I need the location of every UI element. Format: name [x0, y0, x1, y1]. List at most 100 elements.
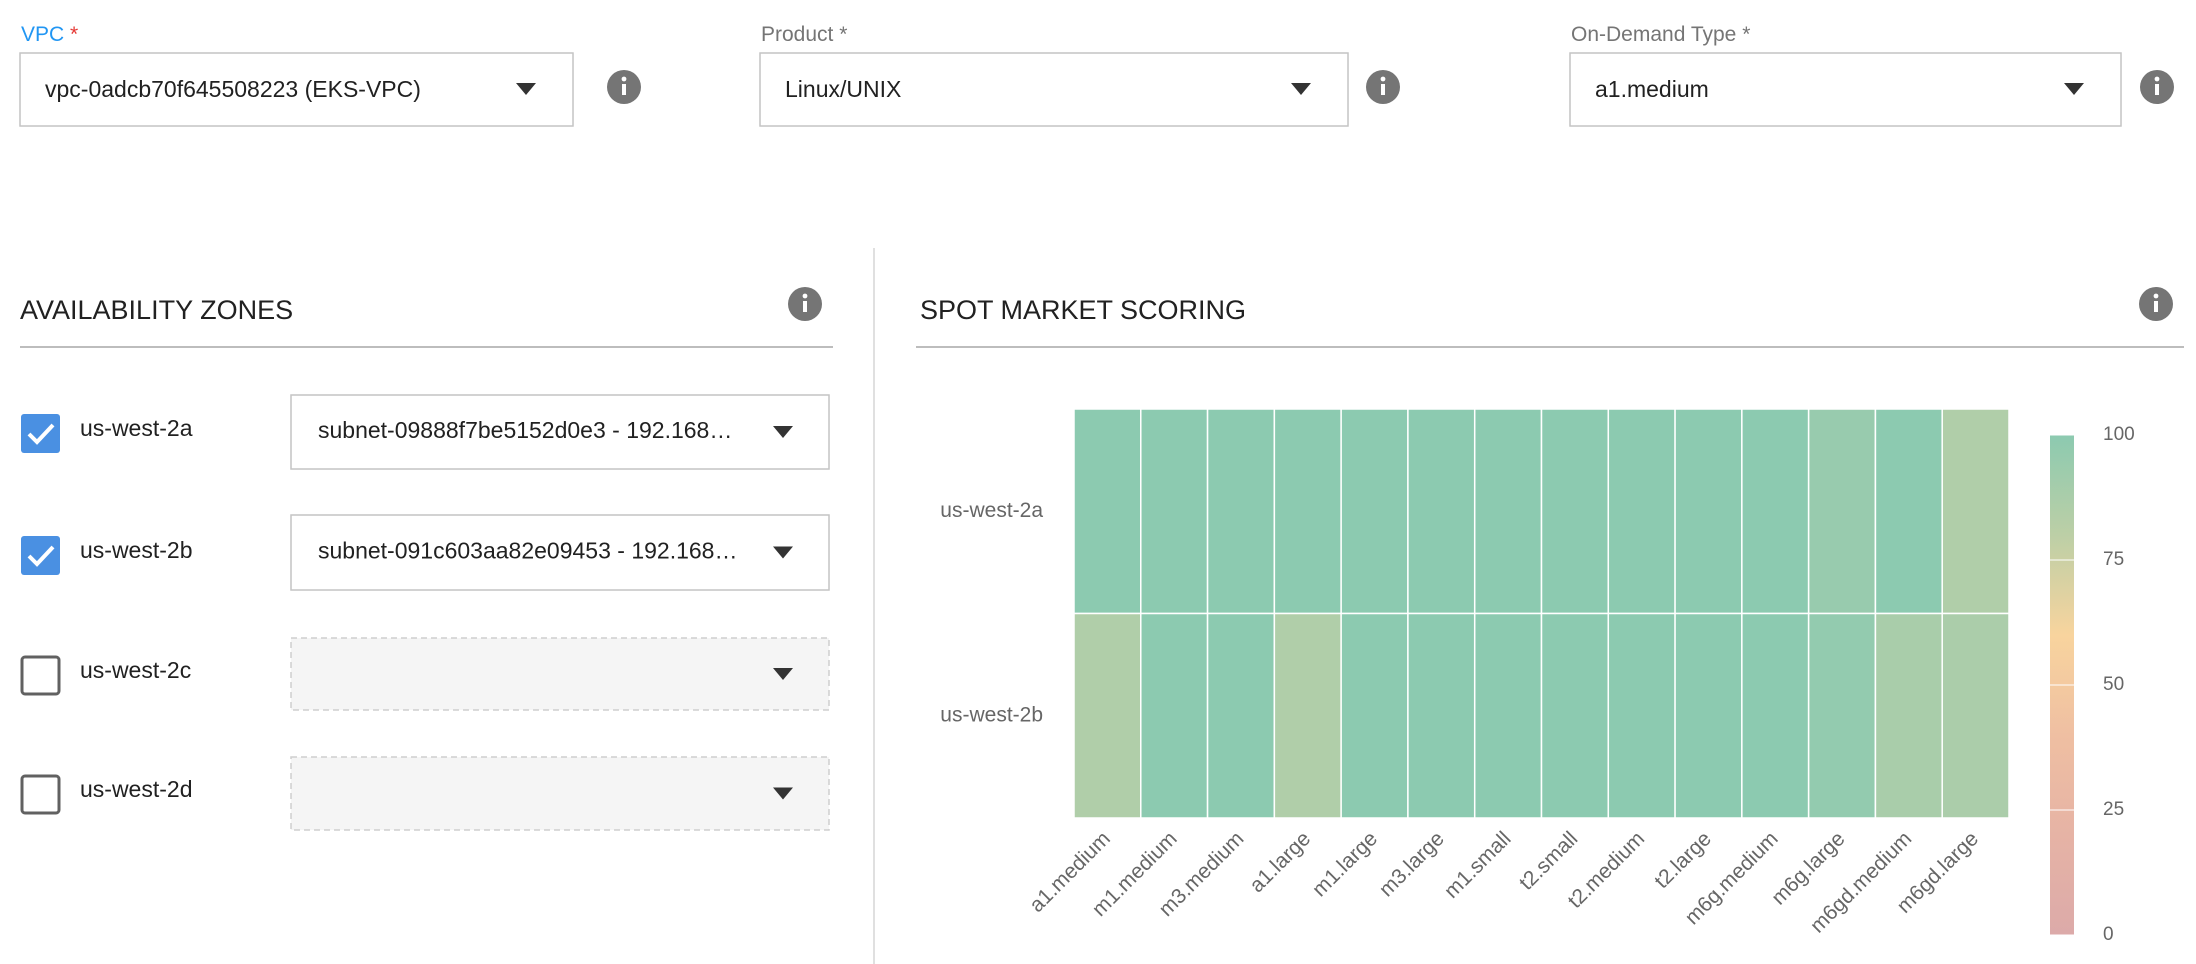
- select-box-disabled: [290, 756, 830, 831]
- section-title: SPOT MARKET SCORING: [920, 295, 1246, 325]
- select-box: [290, 394, 830, 470]
- required-mark: *: [1742, 23, 1750, 46]
- heat-cell: [1741, 408, 1810, 615]
- select-value: a1.medium: [1595, 76, 1709, 102]
- heat-cell: [1674, 408, 1743, 615]
- heat-cell: [1941, 408, 2010, 615]
- checkbox-box: [20, 774, 61, 815]
- x-tick-label: t2.small: [1515, 827, 1582, 894]
- x-tick-label: m1.large: [1308, 827, 1382, 901]
- heat-cell: [1607, 408, 1676, 615]
- colorbar-tick-label: 0: [2103, 924, 2114, 945]
- heat-cell: [1407, 408, 1476, 615]
- heat-cell: [1073, 612, 1142, 819]
- colorbar-tick-label: 25: [2103, 799, 2124, 820]
- heat-cell: [1807, 612, 1877, 819]
- dropdown-arrow: [773, 426, 793, 438]
- x-tick-label: m3.large: [1375, 827, 1449, 901]
- checkmark: [27, 545, 55, 567]
- checkmark: [27, 423, 55, 445]
- info-stem: [2154, 301, 2158, 312]
- heat-cell: [1473, 612, 1543, 819]
- info-icon[interactable]: [2140, 70, 2174, 104]
- heat-cell: [1607, 612, 1676, 819]
- info-icon[interactable]: [2139, 287, 2173, 321]
- checkbox[interactable]: [20, 655, 61, 696]
- heat-cell: [1340, 408, 1409, 615]
- label-text: Product: [761, 23, 834, 46]
- heat-cell: [1674, 612, 1743, 819]
- required-mark: *: [839, 23, 847, 46]
- checkbox[interactable]: [21, 414, 60, 453]
- info-dot: [2154, 76, 2160, 82]
- checkbox-box: [21, 536, 60, 575]
- field-label: On-Demand Type *: [1571, 23, 1750, 46]
- heat-cell: [1140, 408, 1209, 615]
- field-label: VPC *: [21, 23, 78, 46]
- select-box: [1569, 52, 2122, 127]
- y-tick-label: us-west-2a: [940, 499, 1043, 522]
- zone-name: us-west-2b: [80, 537, 192, 563]
- info-dot: [802, 293, 808, 299]
- select[interactable]: vpc-0adcb70f645508223 (EKS-VPC): [19, 52, 574, 127]
- info-dot: [1380, 76, 1386, 82]
- select[interactable]: Linux/UNIX: [759, 52, 1349, 127]
- y-tick-label: us-west-2b: [940, 703, 1043, 726]
- select-box: [759, 52, 1349, 127]
- checkbox[interactable]: [21, 536, 60, 575]
- info-dot: [621, 76, 627, 82]
- heat-cell: [1140, 612, 1209, 819]
- select[interactable]: a1.medium: [1569, 52, 2122, 127]
- dropdown-arrow: [1291, 83, 1311, 95]
- info-stem: [1381, 84, 1385, 95]
- zone-name: us-west-2d: [80, 776, 192, 802]
- field-label: Product *: [761, 23, 847, 46]
- info-icon[interactable]: [788, 287, 822, 321]
- heat-cell: [1741, 612, 1810, 819]
- dropdown-arrow: [773, 546, 793, 559]
- info-dot: [2153, 293, 2159, 299]
- checkbox-box: [20, 655, 61, 696]
- heat-cell: [1941, 612, 2010, 819]
- select-value: Linux/UNIX: [785, 76, 901, 102]
- dropdown-arrow: [773, 787, 793, 800]
- heat-cell: [1874, 612, 1943, 819]
- heat-cell: [1206, 612, 1276, 819]
- colorbar-tick-label: 50: [2103, 674, 2124, 695]
- select-value: subnet-091c603aa82e09453 - 192.168…: [318, 538, 737, 564]
- heat-cell: [1073, 408, 1142, 615]
- heat-cell: [1540, 408, 1610, 615]
- heat-cell: [1273, 612, 1342, 819]
- label-text: On-Demand Type: [1571, 23, 1736, 46]
- heat-cell: [1473, 408, 1543, 615]
- subnet-select: [290, 756, 830, 831]
- checkbox[interactable]: [20, 774, 61, 815]
- info-icon[interactable]: [607, 70, 641, 104]
- info-stem: [803, 301, 807, 312]
- x-tick-label: m1.small: [1440, 827, 1516, 903]
- subnet-select[interactable]: subnet-091c603aa82e09453 - 192.168…: [290, 514, 830, 591]
- zone-name: us-west-2c: [80, 657, 191, 683]
- heat-cell: [1340, 612, 1409, 819]
- zone-name: us-west-2a: [80, 415, 193, 441]
- x-tick-label: a1.large: [1245, 827, 1315, 897]
- dropdown-arrow: [773, 668, 793, 680]
- dropdown-arrow: [2064, 83, 2084, 95]
- info-stem: [622, 84, 626, 95]
- x-tick-label: t2.large: [1650, 827, 1716, 893]
- checkbox-box: [21, 414, 60, 453]
- select-value: subnet-09888f7be5152d0e3 - 192.168…: [318, 417, 732, 443]
- heat-cell: [1874, 408, 1943, 615]
- section-title: AVAILABILITY ZONES: [20, 295, 293, 325]
- required-mark: *: [70, 23, 78, 46]
- select-box-disabled: [290, 637, 830, 711]
- select-value: vpc-0adcb70f645508223 (EKS-VPC): [45, 76, 421, 102]
- label-text: VPC: [21, 23, 64, 46]
- heat-cell: [1206, 408, 1276, 615]
- info-icon[interactable]: [1366, 70, 1400, 104]
- dropdown-arrow: [516, 83, 536, 95]
- subnet-select[interactable]: subnet-09888f7be5152d0e3 - 192.168…: [290, 394, 830, 470]
- info-stem: [2155, 84, 2159, 95]
